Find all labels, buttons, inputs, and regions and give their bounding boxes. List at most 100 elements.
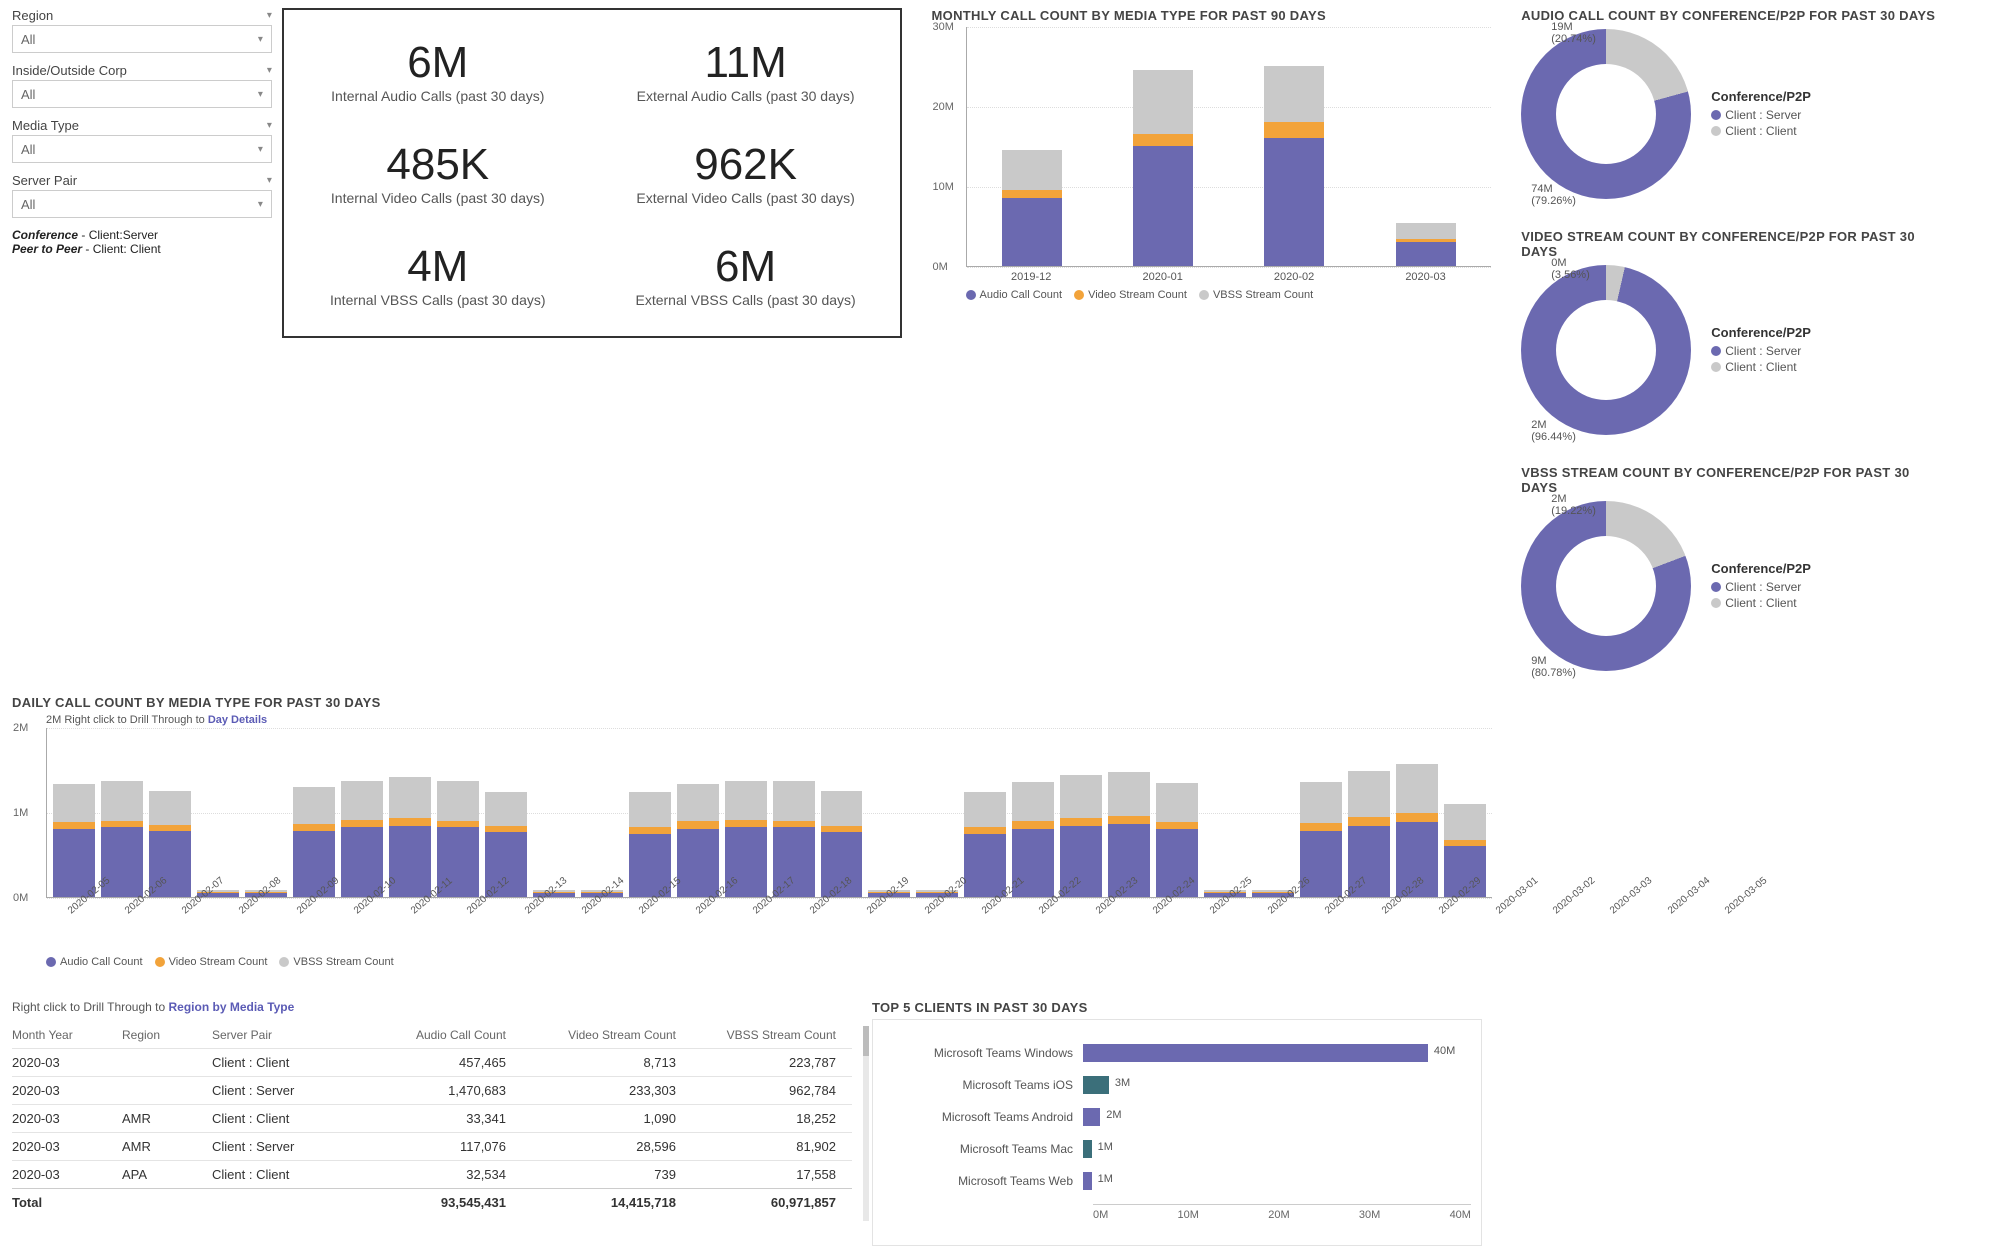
bar-segment[interactable] <box>341 820 383 828</box>
legend-item[interactable]: VBSS Stream Count <box>1199 289 1313 301</box>
bar-segment[interactable] <box>1060 775 1102 818</box>
slicer-dropdown[interactable]: All ▾ <box>12 190 272 218</box>
bar-segment[interactable] <box>149 791 191 825</box>
table-row[interactable]: 2020-03AMRClient : Server117,07628,59681… <box>12 1132 852 1160</box>
hbar[interactable]: 3M <box>1083 1076 1109 1094</box>
hbar-row[interactable]: Microsoft Teams iOS 3M <box>883 1076 1471 1094</box>
col-header[interactable]: Month Year <box>12 1028 122 1042</box>
chevron-down-icon[interactable]: ▾ <box>267 10 272 21</box>
chevron-down-icon[interactable]: ▾ <box>267 120 272 131</box>
legend-item[interactable]: Client : Client <box>1711 360 1811 374</box>
col-header[interactable]: Region <box>122 1028 212 1042</box>
bar[interactable] <box>1264 66 1324 266</box>
bar-segment[interactable] <box>1108 816 1150 824</box>
hbar-row[interactable]: Microsoft Teams Web 1M <box>883 1172 1471 1190</box>
bar-segment[interactable] <box>341 781 383 820</box>
hbar[interactable]: 1M <box>1083 1140 1092 1158</box>
bar-segment[interactable] <box>964 792 1006 828</box>
donut[interactable]: 0M(3.56%)2M(96.44%) <box>1521 265 1691 435</box>
col-header[interactable]: Audio Call Count <box>372 1028 522 1042</box>
bar[interactable] <box>341 781 383 897</box>
bar-segment[interactable] <box>1264 66 1324 122</box>
legend-item[interactable]: Audio Call Count <box>966 289 1063 301</box>
bar-segment[interactable] <box>677 784 719 821</box>
scrollbar[interactable] <box>863 1026 869 1221</box>
bar-segment[interactable] <box>725 820 767 828</box>
bar-segment[interactable] <box>1156 783 1198 822</box>
hbar-row[interactable]: Microsoft Teams Windows 40M <box>883 1044 1471 1062</box>
legend-item[interactable]: Client : Client <box>1711 596 1811 610</box>
bar-segment[interactable] <box>1300 823 1342 831</box>
legend-item[interactable]: Video Stream Count <box>155 956 268 968</box>
bar[interactable] <box>629 792 671 897</box>
bar-segment[interactable] <box>1002 190 1062 198</box>
bar-segment[interactable] <box>1264 122 1324 138</box>
daily-chart[interactable]: DAILY CALL COUNT BY MEDIA TYPE FOR PAST … <box>12 695 1492 968</box>
bar[interactable] <box>1060 775 1102 897</box>
bar-segment[interactable] <box>1348 771 1390 817</box>
table-row[interactable]: 2020-03Client : Server1,470,683233,30396… <box>12 1076 852 1104</box>
hbar-row[interactable]: Microsoft Teams Android 2M <box>883 1108 1471 1126</box>
bar-segment[interactable] <box>1133 70 1193 134</box>
legend-item[interactable]: Client : Client <box>1711 124 1811 138</box>
bar-segment[interactable] <box>773 781 815 820</box>
legend-item[interactable]: Client : Server <box>1711 108 1811 122</box>
bar-segment[interactable] <box>677 821 719 829</box>
bar-segment[interactable] <box>53 784 95 822</box>
bar-segment[interactable] <box>1002 198 1062 266</box>
legend-item[interactable]: Audio Call Count <box>46 956 143 968</box>
top-clients-chart[interactable]: TOP 5 CLIENTS IN PAST 30 DAYS Microsoft … <box>872 1000 1482 1246</box>
bar-segment[interactable] <box>964 827 1006 834</box>
bar-segment[interactable] <box>1264 138 1324 266</box>
bar-segment[interactable] <box>629 792 671 828</box>
bar-segment[interactable] <box>1348 817 1390 826</box>
table-row[interactable]: 2020-03Client : Client457,4658,713223,78… <box>12 1048 852 1076</box>
bar-segment[interactable] <box>1396 813 1438 822</box>
bar-segment[interactable] <box>389 777 431 818</box>
table-row[interactable]: 2020-03APAClient : Client32,53473917,558 <box>12 1160 852 1188</box>
bar-segment[interactable] <box>293 787 335 824</box>
legend-item[interactable]: Client : Server <box>1711 344 1811 358</box>
hbar[interactable]: 1M <box>1083 1172 1092 1190</box>
bar-segment[interactable] <box>389 818 431 826</box>
slicer-dropdown[interactable]: All ▾ <box>12 80 272 108</box>
bar-segment[interactable] <box>821 791 863 827</box>
bar-segment[interactable] <box>1300 782 1342 823</box>
bar-segment[interactable] <box>293 824 335 831</box>
col-header[interactable]: Video Stream Count <box>522 1028 692 1042</box>
bar-segment[interactable] <box>101 821 143 828</box>
chevron-down-icon[interactable]: ▾ <box>267 65 272 76</box>
bar[interactable] <box>964 792 1006 897</box>
bar-segment[interactable] <box>437 781 479 820</box>
bar-segment[interactable] <box>1012 821 1054 829</box>
bar-segment[interactable] <box>1156 822 1198 829</box>
bar-segment[interactable] <box>1444 804 1486 840</box>
donut[interactable]: 19M(20.74%)74M(79.26%) <box>1521 29 1691 199</box>
bar[interactable] <box>1396 223 1456 266</box>
legend-item[interactable]: VBSS Stream Count <box>279 956 393 968</box>
bar-segment[interactable] <box>101 781 143 820</box>
bar-segment[interactable] <box>1396 223 1456 239</box>
donut-chart-0[interactable]: AUDIO CALL COUNT BY CONFERENCE/P2P FOR P… <box>1521 8 2001 199</box>
bar-segment[interactable] <box>1002 150 1062 190</box>
bar-segment[interactable] <box>437 821 479 828</box>
bar[interactable] <box>1133 70 1193 266</box>
legend-item[interactable]: Client : Server <box>1711 580 1811 594</box>
bar-segment[interactable] <box>1133 134 1193 146</box>
legend-item[interactable]: Video Stream Count <box>1074 289 1187 301</box>
bar-segment[interactable] <box>629 827 671 834</box>
hbar-row[interactable]: Microsoft Teams Mac 1M <box>883 1140 1471 1158</box>
donut-chart-1[interactable]: VIDEO STREAM COUNT BY CONFERENCE/P2P FOR… <box>1521 229 2001 435</box>
bar[interactable] <box>53 784 95 897</box>
table-row[interactable]: 2020-03AMRClient : Client33,3411,09018,2… <box>12 1104 852 1132</box>
bar[interactable] <box>1002 150 1062 266</box>
bar-segment[interactable] <box>1396 764 1438 813</box>
slicer-dropdown[interactable]: All ▾ <box>12 135 272 163</box>
chevron-down-icon[interactable]: ▾ <box>267 175 272 186</box>
bar-segment[interactable] <box>1060 818 1102 826</box>
bar-segment[interactable] <box>53 822 95 829</box>
col-header[interactable]: VBSS Stream Count <box>692 1028 852 1042</box>
donut-chart-2[interactable]: VBSS STREAM COUNT BY CONFERENCE/P2P FOR … <box>1521 465 2001 671</box>
monthly-chart[interactable]: MONTHLY CALL COUNT BY MEDIA TYPE FOR PAS… <box>932 8 1492 671</box>
slicer-dropdown[interactable]: All ▾ <box>12 25 272 53</box>
